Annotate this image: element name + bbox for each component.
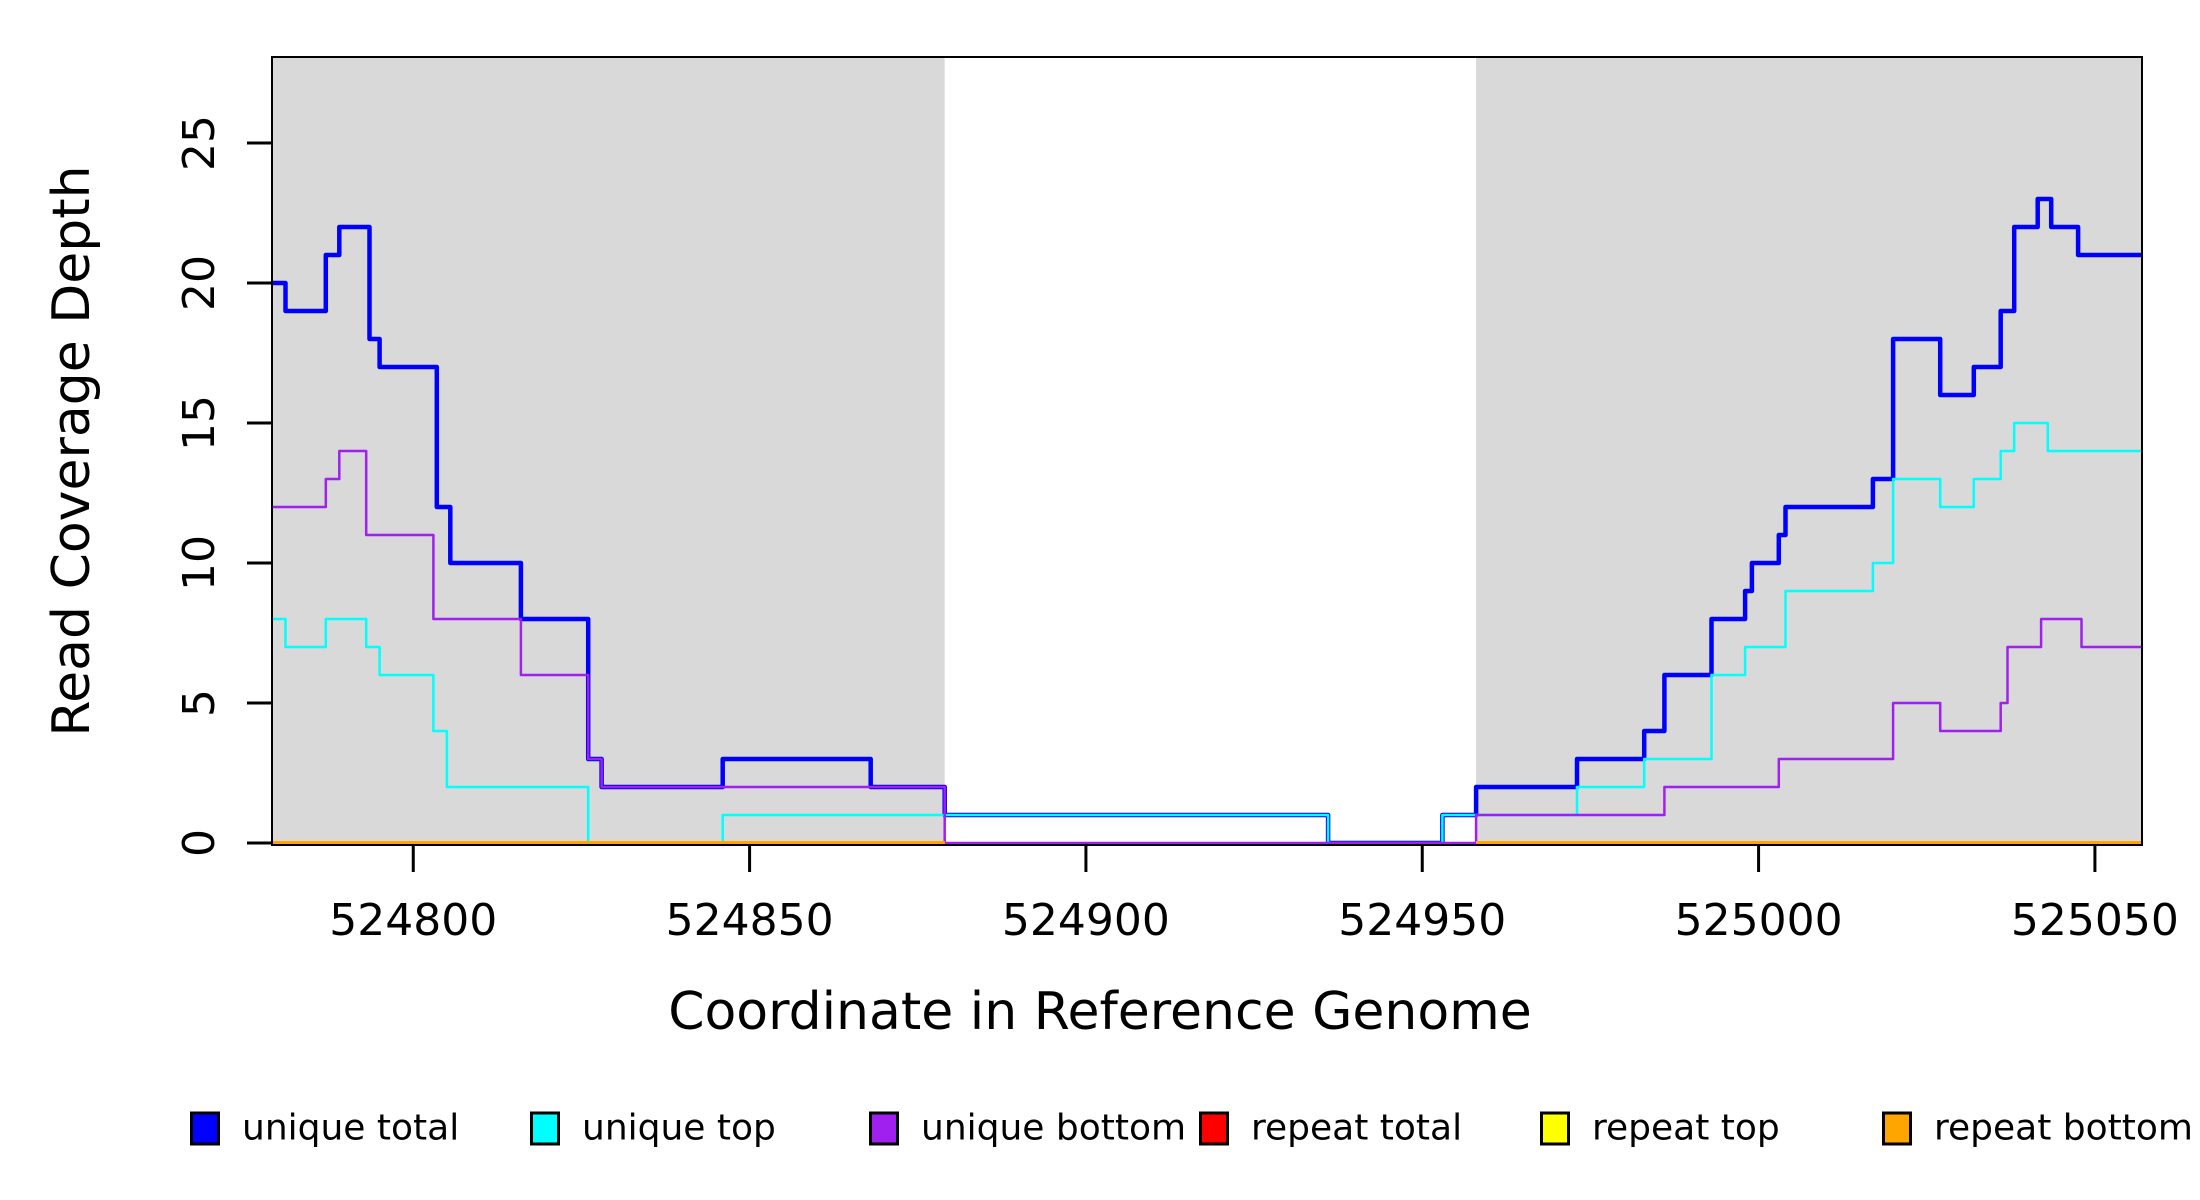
- y-tick-label: 25: [174, 115, 225, 171]
- x-tick-label: 524800: [329, 895, 497, 946]
- shaded-region: [1476, 57, 2142, 845]
- y-tick-label: 10: [174, 535, 225, 591]
- x-tick-label: 525000: [1675, 895, 1843, 946]
- x-tick-label: 524950: [1338, 895, 1506, 946]
- y-tick-label: 15: [174, 395, 225, 451]
- series-line-unique-total: [272, 196, 2142, 846]
- series-line-unique-bottom: [272, 449, 2142, 845]
- x-axis-title: Coordinate in Reference Genome: [668, 982, 1532, 1042]
- x-tick-label: 524900: [1002, 895, 1170, 946]
- x-tick-label: 524850: [666, 895, 834, 946]
- y-tick-label: 0: [174, 829, 225, 857]
- y-axis-title: Read Coverage Depth: [42, 165, 102, 737]
- x-tick-label: 525050: [2011, 895, 2179, 946]
- shaded-region: [272, 57, 945, 845]
- y-tick-label: 5: [174, 689, 225, 717]
- plot-border: [271, 56, 2143, 846]
- y-tick-label: 20: [174, 255, 225, 311]
- series-line-unique-top: [272, 421, 2142, 845]
